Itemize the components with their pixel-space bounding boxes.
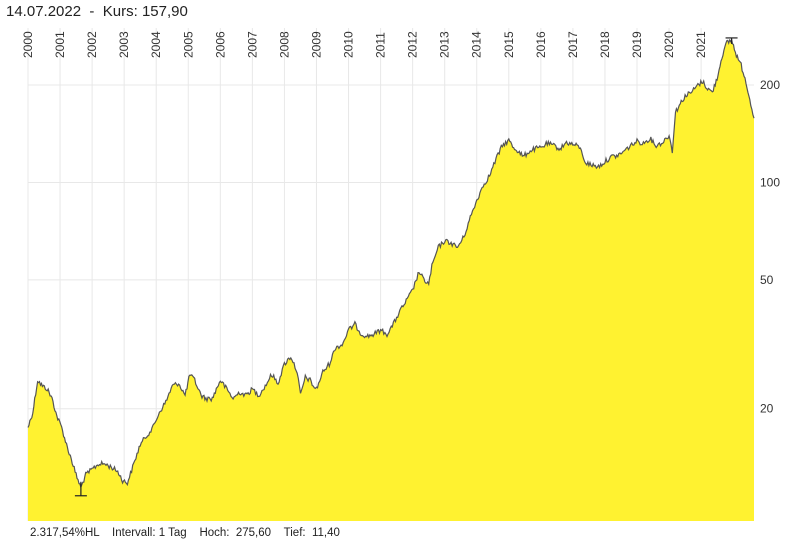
x-tick-label-2009: 2009 xyxy=(309,31,323,58)
y-tick-label-100: 100 xyxy=(760,175,780,189)
x-tick-label-2013: 2013 xyxy=(438,31,452,58)
x-tick-label-2007: 2007 xyxy=(245,31,259,58)
header-price-value: 157,90 xyxy=(141,3,188,20)
x-tick-label-2019: 2019 xyxy=(630,31,644,58)
footer-interval-label: Intervall: xyxy=(112,527,156,539)
price-line xyxy=(27,37,755,490)
x-tick-label-2003: 2003 xyxy=(117,31,131,58)
y-tick-label-20: 20 xyxy=(760,402,774,416)
price-area xyxy=(28,39,754,522)
x-tick-label-2012: 2012 xyxy=(406,31,420,58)
x-tick-label-2004: 2004 xyxy=(149,31,163,58)
footer-high-value: 275,60 xyxy=(235,527,272,539)
x-tick-label-2010: 2010 xyxy=(342,31,356,58)
x-tick-label-2018: 2018 xyxy=(598,31,612,58)
x-tick-label-2015: 2015 xyxy=(502,31,516,58)
y-axis-ticks: 20 50 100 200 xyxy=(760,78,780,416)
y-tick-label-200: 200 xyxy=(760,78,780,92)
header-separator: - xyxy=(89,3,95,20)
x-tick-label-2014: 2014 xyxy=(470,31,484,58)
x-tick-label-2001: 2001 xyxy=(53,31,67,58)
x-tick-label-2017: 2017 xyxy=(566,31,580,58)
high-low-markers xyxy=(74,37,738,497)
chart-footer: 2.317,54%HL Intervall: 1 Tag Hoch: 275,6… xyxy=(30,527,340,539)
x-axis-ticks: 2000 2001 2002 2003 2004 2005 2006 2007 2008 2009… xyxy=(21,31,708,58)
x-tick-label-2000: 2000 xyxy=(21,31,35,58)
x-tick-label-2005: 2005 xyxy=(181,31,195,58)
header-price-label: Kurs: xyxy=(102,3,138,20)
footer-low-value: 11,40 xyxy=(311,527,340,539)
x-tick-label-2008: 2008 xyxy=(277,31,291,58)
footer-performance: 2.317,54%HL xyxy=(30,527,100,539)
footer-low-label: Tief: xyxy=(283,527,306,539)
footer-high-label: Hoch: xyxy=(199,527,230,539)
x-tick-label-2016: 2016 xyxy=(534,31,548,58)
x-tick-label-2006: 2006 xyxy=(213,31,227,58)
y-tick-label-50: 50 xyxy=(760,273,774,287)
header-date: 14.07.2022 xyxy=(6,3,82,20)
x-tick-label-2002: 2002 xyxy=(85,31,99,58)
footer-interval-value: 1 Tag xyxy=(158,527,187,539)
x-tick-label-2011: 2011 xyxy=(374,32,388,58)
x-tick-label-2021: 2021 xyxy=(694,31,708,58)
x-tick-label-2020: 2020 xyxy=(662,31,676,58)
chart-title: 14.07.2022 - Kurs: 157,90 xyxy=(6,3,188,20)
